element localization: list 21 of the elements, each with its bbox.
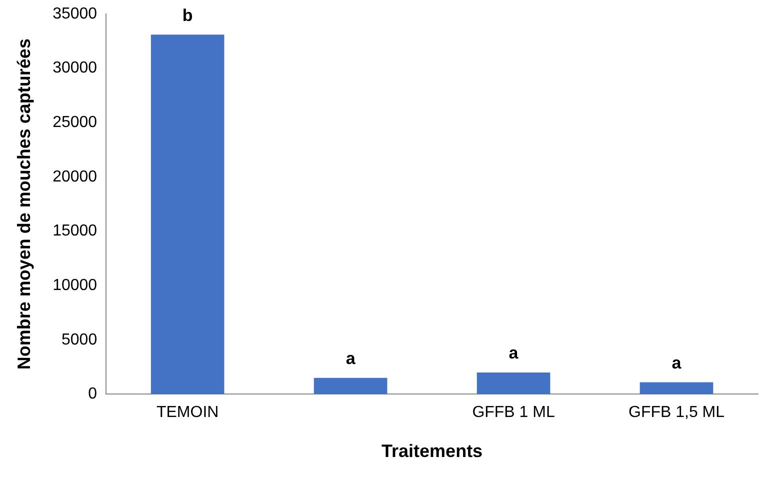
annotation: a — [346, 349, 356, 368]
annotation: a — [672, 353, 682, 372]
y-axis-title: Nombre moyen de mouches capturées — [14, 38, 34, 370]
y-tick-label: 10000 — [52, 276, 98, 294]
y-tick-label: 20000 — [52, 168, 98, 186]
annotation: a — [508, 344, 519, 363]
x-tick-label: TEMOIN — [156, 404, 219, 422]
annotation: b — [182, 6, 193, 25]
bar — [314, 378, 388, 394]
y-tick-label: 0 — [88, 386, 98, 403]
x-tick-label: GFFB 1,5 ML — [628, 404, 725, 422]
y-tick-label: 30000 — [52, 60, 98, 77]
y-tick-label: 35000 — [52, 5, 98, 22]
y-tick-label: 15000 — [52, 222, 98, 240]
bar — [476, 372, 550, 394]
bar — [640, 382, 714, 394]
y-tick-label: 25000 — [52, 114, 98, 132]
y-tick-label: 5000 — [62, 331, 98, 348]
x-tick-label: GFFB 1 ML — [472, 404, 555, 422]
x-axis-title: Traitements — [382, 441, 483, 462]
bar — [150, 34, 224, 394]
